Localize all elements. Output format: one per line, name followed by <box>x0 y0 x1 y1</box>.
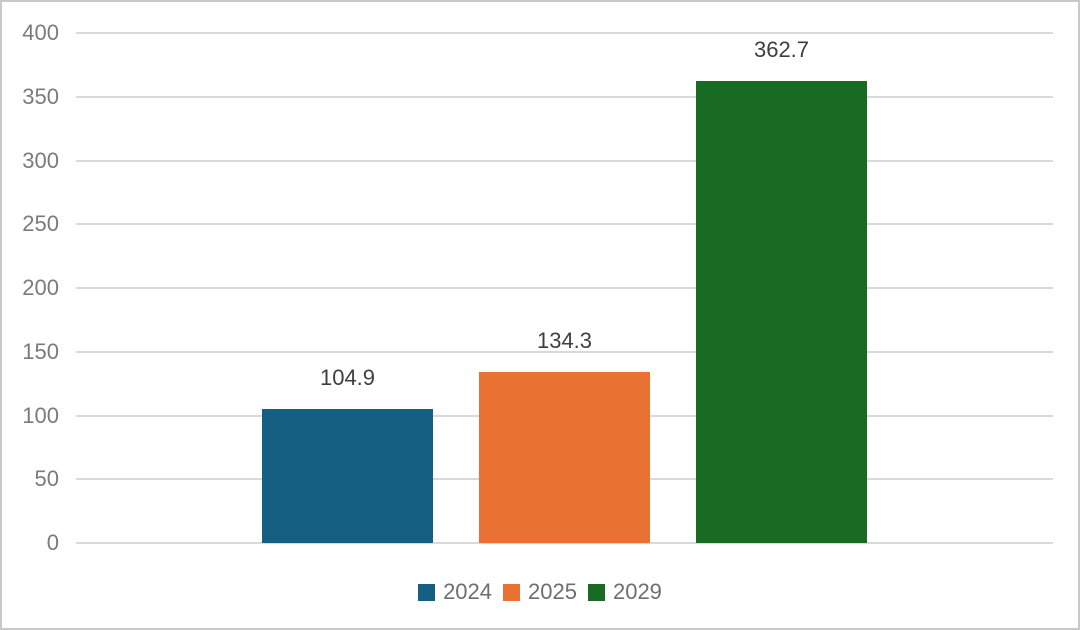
bar-2029 <box>696 80 867 543</box>
legend-item-2029: 2029 <box>587 579 662 604</box>
y-tick-label-100: 100 <box>22 402 59 428</box>
y-tick-label-400: 400 <box>22 20 59 45</box>
legend-label-2029: 2029 <box>612 579 662 604</box>
legend-item-2024: 2024 <box>418 580 492 604</box>
y-tick-label-150: 150 <box>22 338 59 364</box>
gridline-300 <box>76 159 1053 162</box>
legend-label-2024: 2024 <box>443 579 493 604</box>
bar-2025 <box>479 371 650 543</box>
y-tick-label-250: 250 <box>22 211 59 237</box>
y-tick-label-350: 350 <box>22 83 59 109</box>
legend-swatch-2029 <box>587 583 605 601</box>
bar-2024 <box>262 409 433 543</box>
data-label-2025: 134.3 <box>536 327 593 353</box>
gridline-150 <box>76 350 1053 353</box>
legend-label-2025: 2025 <box>528 579 577 604</box>
gridline-250 <box>76 223 1053 226</box>
legend-swatch-2025 <box>503 583 521 601</box>
legend-swatch-2024 <box>418 583 436 601</box>
data-label-2029: 362.7 <box>753 36 810 62</box>
legend-item-2025: 2025 <box>503 580 577 604</box>
gridline-400 <box>76 32 1053 34</box>
gridline-200 <box>76 287 1053 289</box>
y-tick-label-50: 50 <box>34 466 59 492</box>
gridline-350 <box>76 95 1053 98</box>
y-tick-label-200: 200 <box>22 275 59 300</box>
y-tick-label-300: 300 <box>22 147 59 173</box>
y-tick-label-0: 0 <box>46 530 59 555</box>
legend: 2024 2025 2029 <box>2 580 1078 604</box>
gridline-0 <box>76 542 1053 544</box>
data-label-2024: 104.9 <box>319 365 376 391</box>
